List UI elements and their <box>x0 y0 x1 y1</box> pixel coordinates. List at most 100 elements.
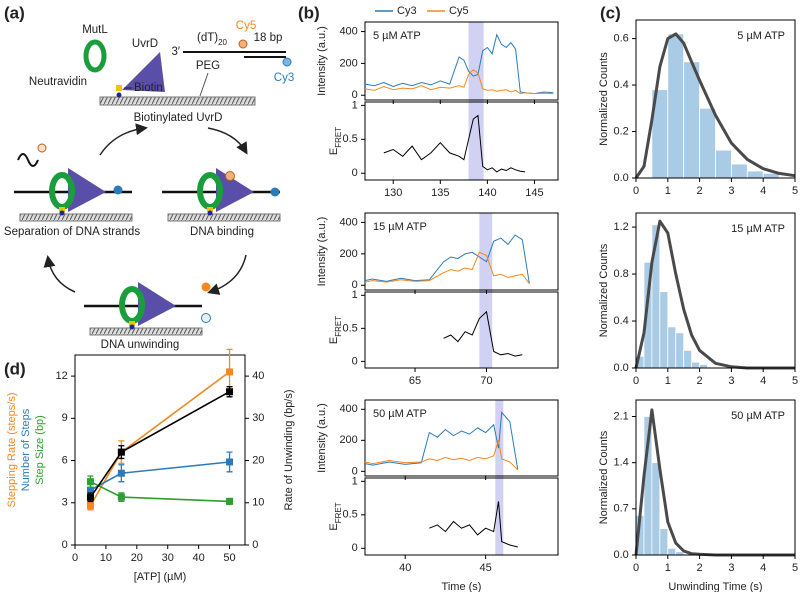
biotin-icon <box>116 85 122 91</box>
axes-frame <box>364 477 559 556</box>
y-tick-label: 1 <box>352 289 358 301</box>
y-tick-label: 30 <box>252 412 264 424</box>
x-tick-label: 3 <box>728 185 734 197</box>
x-tick-label: 4 <box>760 562 766 574</box>
label: Biotin <box>134 82 163 94</box>
label: DNA unwinding <box>101 339 180 351</box>
y-tick-label: 0 <box>252 539 258 551</box>
y-tick-label: 200 <box>339 57 357 69</box>
x-tick-label: 10 <box>100 552 112 564</box>
bar <box>651 462 661 556</box>
dye <box>201 282 211 292</box>
ssdna <box>17 153 39 167</box>
annotation: 50 µM ATP <box>373 408 427 420</box>
dye <box>37 143 47 153</box>
label: 18 bp <box>254 32 283 44</box>
x-tick-label: 40 <box>193 552 205 564</box>
x-tick-label: 1 <box>665 375 671 387</box>
y-tick-label: 0.2 <box>614 125 629 137</box>
x-tick-label: 50 <box>223 552 235 564</box>
y-tick-label: 0 <box>352 355 358 367</box>
y-tick-label: 400 <box>339 216 357 228</box>
axis-label-sub: FRET <box>334 127 343 148</box>
y-tick-label: 400 <box>339 25 357 37</box>
y-tick-label: 0 <box>352 465 358 477</box>
y-tick-label: 40 <box>252 370 264 382</box>
axes-frame <box>364 212 559 291</box>
bar <box>659 528 669 556</box>
panel-label: (a) <box>4 3 25 22</box>
bar <box>683 349 693 369</box>
x-tick-label: 2 <box>697 562 703 574</box>
axes-frame <box>364 21 559 101</box>
axes-frame <box>364 291 559 369</box>
x-tick-label: 0 <box>72 552 78 564</box>
axes-frame <box>635 212 796 369</box>
axis-label-sub: FRET <box>334 502 343 523</box>
marker <box>226 368 234 376</box>
schematic: MutL UvrD Neutravidin Biotin PEG Biotiny… <box>4 20 294 351</box>
y-tick-label: 0 <box>352 542 358 554</box>
marker <box>86 493 94 501</box>
label: Biotinylated UvrD <box>134 112 223 124</box>
complex <box>84 282 202 335</box>
axis-label: Intensity (a.u.) <box>316 403 328 473</box>
axis-label: Number of Steps <box>20 408 32 491</box>
dye <box>238 39 248 49</box>
label: (dT)20 <box>197 32 228 47</box>
label: PEG <box>196 60 220 72</box>
x-axis-label: [ATP] (µM) <box>134 571 187 583</box>
series-line <box>429 501 518 548</box>
y-tick-label: 0.8 <box>614 268 629 280</box>
x-axis-label: Time (s) <box>442 581 482 592</box>
x-tick-label: 0 <box>633 185 639 197</box>
label: MutL <box>82 24 108 36</box>
bar <box>699 107 716 179</box>
marker <box>117 493 125 501</box>
bar <box>715 149 732 179</box>
marker <box>86 478 94 486</box>
y-tick-label: 0.5 <box>343 322 358 334</box>
panel-label: (b) <box>298 3 320 22</box>
fit-curve <box>634 32 796 179</box>
axis-label: EFRET <box>328 316 343 344</box>
axis-label-sub: FRET <box>334 316 343 337</box>
bar <box>683 61 701 179</box>
x-tick-label: 65 <box>409 375 421 387</box>
label: Cy5 <box>236 20 256 32</box>
dye <box>282 57 292 67</box>
x-tick-label: 4 <box>760 375 766 387</box>
axis-label: Normalized Counts <box>598 52 610 146</box>
label: Neutravidin <box>29 76 87 88</box>
x-tick-label: 135 <box>431 187 449 199</box>
y-tick-label: 0.6 <box>614 32 629 44</box>
marker <box>226 388 234 396</box>
series-line <box>443 310 523 357</box>
y-tick-label: 0 <box>352 89 358 101</box>
x-tick-label: 45 <box>480 562 492 574</box>
y-tick-label: 200 <box>339 248 357 260</box>
x-tick-label: 0 <box>633 375 639 387</box>
x-tick-label: 30 <box>162 552 174 564</box>
y-tick-label: 400 <box>339 403 357 415</box>
axes-frame <box>635 19 796 179</box>
axis-label: Step Size (bp) <box>34 415 46 485</box>
dye <box>201 313 211 323</box>
series-line <box>364 440 519 471</box>
arrow <box>207 127 248 155</box>
bar <box>675 332 685 369</box>
y-tick-label: 0.7 <box>614 503 629 515</box>
marker <box>86 502 94 510</box>
y-tick-label: 1.2 <box>614 221 629 233</box>
series-line <box>364 33 554 95</box>
y-tick-label: 1 <box>352 99 358 111</box>
y-tick-label: 9 <box>62 412 68 424</box>
complex <box>14 168 132 221</box>
series-line <box>89 371 230 507</box>
x-tick-label: 5 <box>792 375 798 387</box>
y-tick-label: 6 <box>62 454 68 466</box>
mutl-icon <box>83 39 107 73</box>
axis-label-main: E <box>328 523 340 530</box>
axis-label: Intensity (a.u.) <box>316 26 328 96</box>
